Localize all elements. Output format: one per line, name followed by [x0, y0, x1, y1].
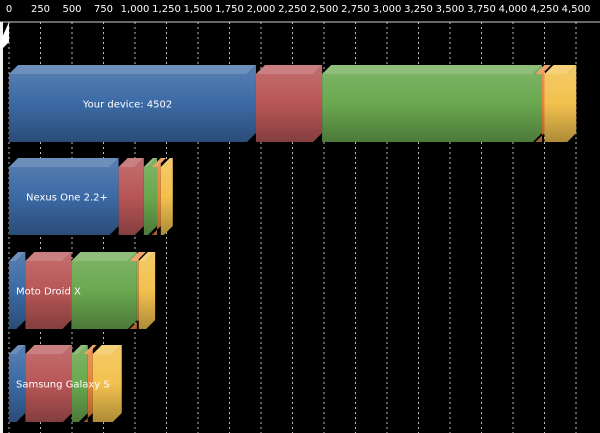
x-tick-label: 750	[94, 4, 113, 15]
x-tick-label: 1,500	[184, 4, 213, 15]
bar-segment	[9, 252, 26, 329]
x-tick-label: 3,000	[373, 4, 402, 15]
bar-category-label: Samsung Galaxy S	[16, 380, 110, 391]
x-tick-label: 500	[62, 4, 81, 15]
bar-segment	[322, 65, 542, 142]
bar-segment	[92, 345, 122, 422]
x-tick-labels: 0 250 500 750 1,000 1,250 1,500 1,750 2,000 2,250…	[6, 4, 591, 15]
bar-segment-top	[151, 158, 167, 167]
x-tick-label: 3,250	[404, 4, 433, 15]
bar-segment-top	[9, 252, 26, 261]
bar-segment-top	[118, 158, 144, 167]
bar-segment-top	[143, 158, 158, 167]
x-tick-label: 2,250	[278, 4, 307, 15]
bar-segment-top	[71, 252, 137, 261]
x-tick-label: 4,000	[499, 4, 528, 15]
bar-segment-top	[83, 345, 97, 354]
y-axis-line	[0, 22, 3, 433]
bar-segment	[160, 158, 173, 235]
x-tick-label: 4,250	[530, 4, 559, 15]
bar-segment	[138, 252, 156, 329]
bar-segment-top	[25, 345, 73, 354]
bar-group: Nexus One 2.2+	[9, 158, 173, 235]
bar-segment	[118, 158, 144, 235]
bar-segment-top	[129, 252, 146, 261]
bars: Your device: 4502 Nexus One 2.2+ Moto Droi…	[9, 65, 577, 422]
x-tick-label: 4,500	[562, 4, 591, 15]
x-tick-label: 0	[6, 4, 12, 15]
x-tick-label: 2,000	[247, 4, 276, 15]
bar-segment-top	[25, 252, 72, 261]
bar-segment-top	[322, 65, 542, 74]
x-tick-label: 1,000	[121, 4, 150, 15]
y-axis-cap	[0, 22, 9, 48]
bar-segment	[9, 65, 256, 142]
bar-segment	[9, 345, 26, 422]
x-tick-label: 1,750	[215, 4, 244, 15]
bar-segment	[151, 158, 161, 235]
bar-group: Samsung Galaxy S	[9, 345, 122, 422]
bar-segment-top	[535, 65, 551, 74]
bar-category-label: Nexus One 2.2+	[26, 193, 108, 204]
bar-group: Moto Droid X	[9, 252, 156, 329]
bar-segment	[25, 252, 72, 329]
bar-segment-top	[92, 345, 122, 354]
bar-segment-top	[255, 65, 323, 74]
bar-segment	[9, 158, 119, 235]
bar-segment-top	[72, 345, 88, 354]
bar-segment	[143, 158, 158, 235]
bar-segment	[544, 65, 577, 142]
bar-group: Your device: 4502	[9, 65, 577, 142]
bar-segment-top	[160, 158, 173, 167]
bar-segment	[25, 345, 73, 422]
bar-segment-top	[138, 252, 156, 261]
x-tick-label: 2,750	[341, 4, 370, 15]
x-tick-label: 3,750	[467, 4, 496, 15]
bar-category-label: Your device: 4502	[82, 100, 172, 111]
bar-segment	[255, 65, 323, 142]
x-tick-label: 2,500	[310, 4, 339, 15]
bar-segment	[71, 252, 137, 329]
bar-segment	[72, 345, 88, 422]
bar-segment	[83, 345, 93, 422]
bar-segment-top	[9, 345, 26, 354]
x-tick-label: 1,250	[152, 4, 181, 15]
x-tick-label: 3,500	[436, 4, 465, 15]
bar-segment	[535, 65, 545, 142]
bar-segment-top	[544, 65, 577, 74]
x-tick-label: 250	[31, 4, 50, 15]
bar-category-label: Moto Droid X	[16, 287, 81, 298]
bar-segment-top	[9, 65, 256, 74]
bar-segment-top	[9, 158, 119, 167]
